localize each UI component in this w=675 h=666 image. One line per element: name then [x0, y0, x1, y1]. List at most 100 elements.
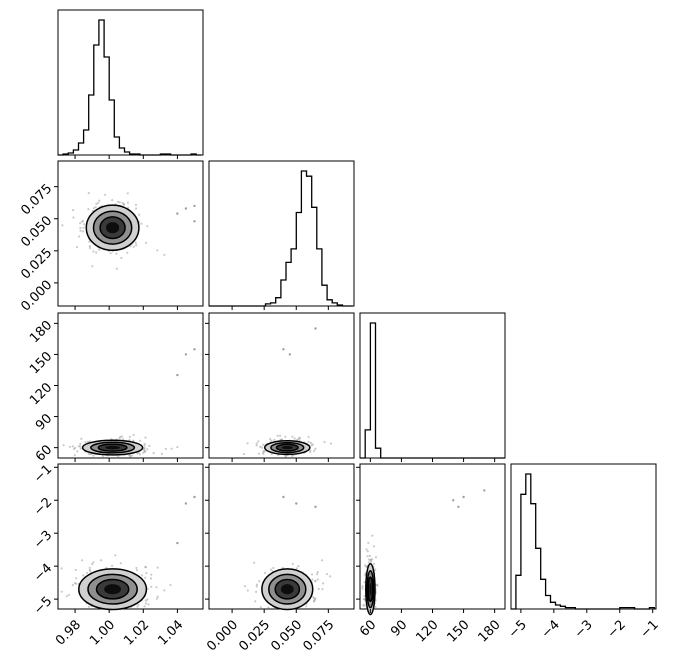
scatter-point [262, 452, 265, 455]
contour-line-2 [97, 443, 128, 452]
scatter-point [310, 573, 314, 576]
scatter-point [267, 606, 270, 609]
contour-line-1 [92, 210, 133, 245]
scatter-point [260, 446, 263, 449]
scatter-point [307, 435, 310, 438]
scatter-point [79, 222, 82, 225]
scatter-point [84, 441, 87, 444]
scatter-point [95, 202, 98, 205]
scatter-point [314, 579, 317, 582]
scatter-point [147, 603, 150, 606]
scatter-point [295, 567, 298, 570]
density-fill-3 [280, 584, 294, 595]
scatter-point [374, 568, 377, 571]
scatter-point [81, 230, 84, 233]
scatter-point [254, 600, 257, 603]
scatter-point [79, 229, 82, 232]
scatter-point [145, 572, 148, 575]
density-3-1 [243, 559, 332, 611]
scatter-point [95, 251, 98, 254]
scatter-point [79, 447, 82, 450]
scatter-point [269, 568, 272, 571]
y-tick-label: −1 [31, 462, 55, 486]
scatter-point [156, 595, 159, 598]
scatter-point [246, 442, 249, 445]
y-tick-label: −3 [31, 528, 55, 552]
scatter-point [87, 453, 90, 456]
scatter-point [132, 433, 135, 437]
scatter-point [146, 448, 149, 451]
panel-0-0 [57, 9, 204, 156]
scatter-point [82, 574, 85, 577]
scatter-point [61, 224, 64, 227]
scatter-point [88, 246, 91, 250]
scatter-point [276, 434, 279, 437]
y-tick-label: 0.050 [18, 213, 55, 250]
scatter-point [144, 602, 147, 605]
scatter-point [116, 200, 120, 203]
scatter-point [315, 573, 319, 576]
scatter-point [297, 565, 300, 568]
scatter-point [259, 605, 262, 609]
scatter-point [316, 578, 319, 581]
scatter-point [75, 246, 79, 249]
scatter-point [142, 448, 145, 451]
scatter-point [314, 447, 317, 450]
contour-line-2 [274, 578, 301, 600]
scatter-point [126, 201, 129, 204]
outlier-point [184, 353, 188, 356]
scatter-point [81, 219, 84, 222]
x-tick-label: −2 [605, 617, 629, 641]
scatter-point [367, 541, 370, 545]
scatter-point [119, 562, 122, 565]
y-tick-label: 150 [27, 349, 55, 377]
scatter-point [111, 199, 114, 202]
scatter-point [367, 561, 371, 564]
scatter-point [91, 562, 94, 566]
scatter-point [143, 605, 146, 608]
histogram-1 [209, 170, 353, 307]
scatter-point [142, 451, 145, 454]
scatter-point [273, 438, 276, 441]
scatter-point [126, 251, 129, 254]
x-tick-label: 0.025 [236, 617, 273, 654]
scatter-point [139, 439, 142, 442]
scatter-point [114, 554, 117, 557]
scatter-point [130, 454, 133, 457]
scatter-point [88, 240, 91, 243]
scatter-point [78, 235, 81, 238]
scatter-point [134, 241, 137, 244]
scatter-point [314, 598, 317, 601]
scatter-point [255, 444, 258, 447]
outlier-point [462, 495, 465, 499]
scatter-point [132, 245, 135, 248]
contour-line-0 [263, 440, 311, 456]
scatter-point [366, 550, 369, 553]
x-tick-label: 0.050 [268, 617, 305, 654]
scatter-point [74, 568, 77, 572]
scatter-point [284, 435, 287, 438]
scatter-point [92, 250, 95, 253]
scatter-point [309, 450, 312, 453]
scatter-point [79, 445, 82, 448]
scatter-point [120, 256, 123, 260]
scatter-point [152, 452, 155, 455]
scatter-point [365, 565, 368, 568]
scatter-point [101, 455, 104, 458]
scatter-point [146, 587, 149, 590]
scatter-point [87, 605, 91, 608]
scatter-point [309, 441, 312, 445]
scatter-point [119, 435, 122, 438]
y-tick-label: 0.075 [18, 181, 55, 218]
contour-line-0 [81, 439, 144, 456]
outlier-point [193, 495, 196, 499]
scatter-point [320, 559, 324, 562]
outlier-point [483, 489, 486, 492]
scatter-point [246, 589, 249, 592]
scatter-point [67, 593, 70, 596]
y-tick-label: −4 [31, 561, 55, 585]
scatter-point [83, 223, 86, 226]
x-tick-label: 150 [444, 617, 472, 645]
scatter-point [94, 205, 97, 209]
scatter-point [269, 438, 272, 441]
